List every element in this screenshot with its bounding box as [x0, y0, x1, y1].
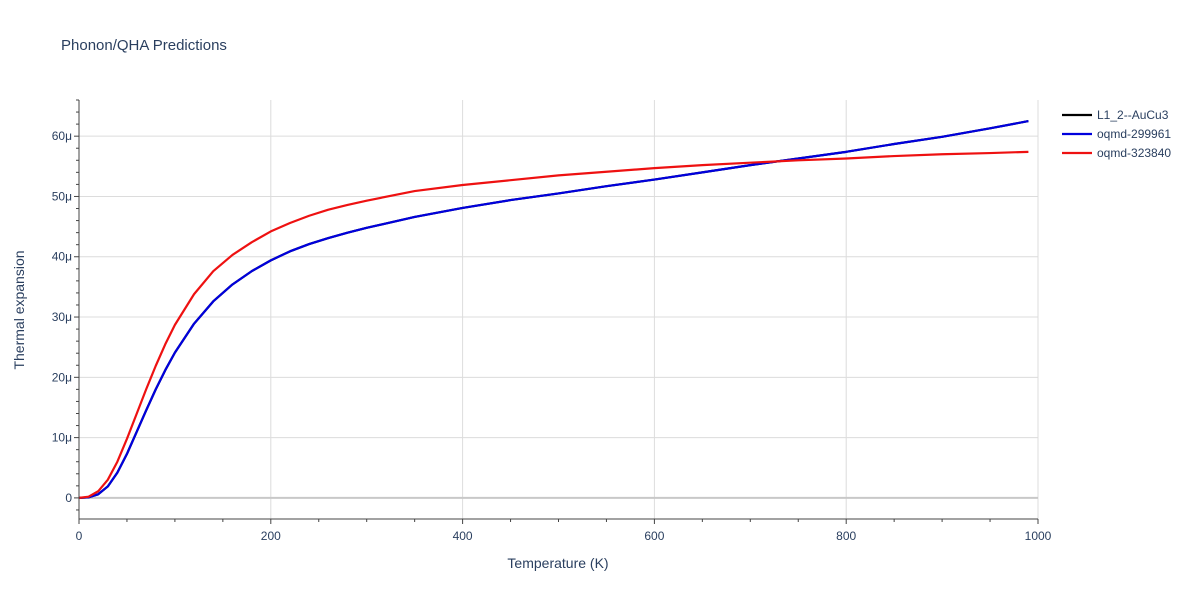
chart-title: Phonon/QHA Predictions	[61, 37, 227, 54]
legend-label: oqmd-323840	[1097, 146, 1171, 160]
legend-item-3[interactable]: oqmd-323840	[1062, 146, 1171, 160]
y-tick-label: 20μ	[52, 370, 72, 384]
x-tick-label: 800	[836, 529, 856, 543]
x-tick-label: 200	[261, 529, 281, 543]
legend[interactable]: L1_2--AuCu3 oqmd-299961 oqmd-323840	[1062, 108, 1171, 160]
x-tick-label: 400	[453, 529, 473, 543]
series-layer	[78, 120, 1029, 499]
y-axis-title: Thermal expansion	[11, 250, 27, 369]
y-tick-label: 30μ	[52, 310, 72, 324]
x-axis-title: Temperature (K)	[507, 555, 608, 571]
y-tick-label: 60μ	[52, 129, 72, 143]
y-tick-label: 40μ	[52, 250, 72, 264]
legend-label: L1_2--AuCu3	[1097, 108, 1169, 122]
x-tick-labels: 0 200 400 600 800 1000	[76, 529, 1052, 543]
x-tick-label: 0	[76, 529, 83, 543]
axis-layer	[74, 99, 1039, 524]
y-tick-label: 10μ	[52, 431, 72, 445]
x-tick-label: 1000	[1025, 529, 1052, 543]
x-tick-label: 600	[644, 529, 664, 543]
legend-label: oqmd-299961	[1097, 127, 1171, 141]
y-tick-label: 0	[65, 491, 72, 505]
series-line-1	[78, 120, 1029, 499]
series-line-3	[78, 150, 1029, 499]
y-tick-labels: 0 10μ 20μ 30μ 40μ 50μ 60μ	[52, 129, 73, 505]
legend-item-2[interactable]: oqmd-299961	[1062, 127, 1171, 141]
y-tick-label: 50μ	[52, 189, 72, 203]
grid-layer	[79, 100, 1039, 519]
series-line-2	[78, 120, 1029, 499]
legend-item-1[interactable]: L1_2--AuCu3	[1062, 108, 1169, 122]
